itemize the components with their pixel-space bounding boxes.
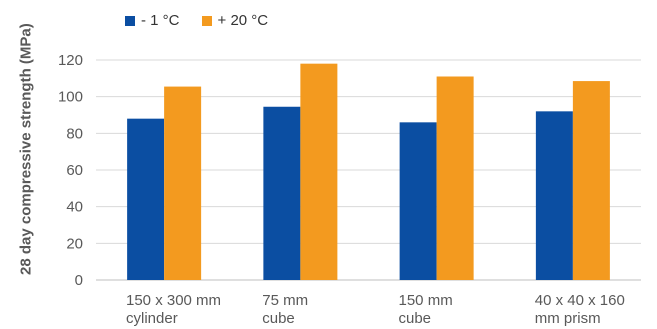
bar-minus-1c [535, 111, 573, 280]
y-tick-label: 40 [66, 199, 83, 216]
bar-plus-20c [300, 63, 338, 280]
y-tick-label: 0 [75, 272, 83, 289]
y-tick-label: 80 [66, 125, 83, 142]
y-tick-label: 60 [66, 162, 83, 179]
x-tick-label: cylinder [126, 310, 178, 327]
bar-plus-20c [436, 76, 474, 280]
x-tick-label: 150 x 300 mm [126, 292, 221, 309]
x-tick-label: 75 mm [262, 292, 308, 309]
legend-item-minus-1c: - 1 °C [125, 12, 180, 29]
bar-minus-1c [263, 106, 301, 280]
bar-plus-20c [164, 86, 202, 280]
y-tick-label: 100 [58, 89, 83, 106]
legend-label-minus-1c: - 1 °C [141, 12, 180, 29]
y-tick-label: 20 [66, 235, 83, 252]
legend-swatch-plus-20c [201, 15, 212, 26]
legend-item-plus-20c: + 20 °C [201, 12, 269, 29]
x-tick-label: 40 x 40 x 160 [535, 292, 625, 309]
x-tick-label: 150 mm [399, 292, 453, 309]
legend: - 1 °C + 20 °C [125, 12, 290, 29]
x-tick-label: cube [262, 310, 295, 327]
bar-minus-1c [127, 118, 165, 281]
x-tick-label: mm prism [535, 310, 601, 327]
bar-minus-1c [399, 122, 437, 280]
legend-swatch-minus-1c [125, 15, 135, 26]
y-tick-label: 120 [58, 52, 83, 69]
x-tick-label: cube [399, 310, 432, 327]
bar-plus-20c [572, 81, 610, 280]
legend-label-plus-20c: + 20 °C [217, 12, 269, 29]
